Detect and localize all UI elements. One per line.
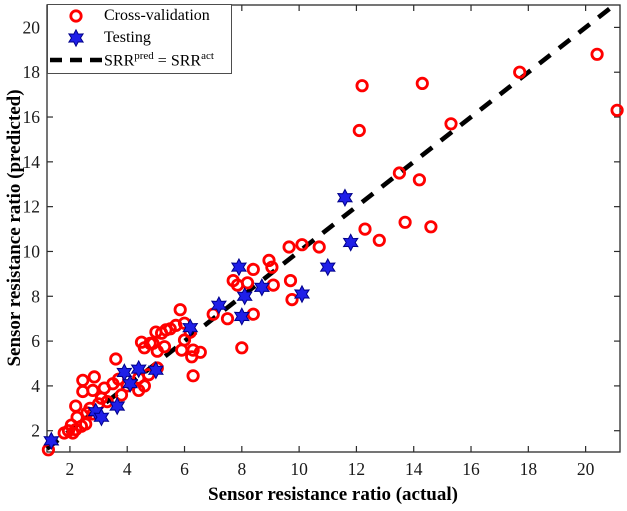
testing-point [130, 359, 147, 379]
dashed-line-icon [48, 49, 104, 71]
x-tick-label: 10 [290, 459, 308, 479]
legend-item-cross-validation: Cross-validation [48, 5, 231, 27]
cross-validation-point [175, 343, 189, 357]
y-tick-label: 8 [31, 286, 40, 306]
x-tick-label: 8 [237, 459, 246, 479]
cross-validation-point [143, 336, 157, 350]
x-tick-label: 20 [577, 459, 595, 479]
cross-validation-point [610, 103, 624, 117]
y-tick-label: 14 [23, 152, 41, 172]
cross-validation-label: Cross-validation [104, 7, 210, 24]
cross-validation-point [513, 65, 527, 79]
y-axis-label: Sensor resistance ratio (predicted) [4, 89, 25, 367]
testing-label: Testing [104, 29, 151, 46]
cross-validation-point [137, 379, 151, 393]
cross-validation-point [282, 240, 296, 254]
testing-point [336, 188, 353, 207]
testing-point [147, 360, 164, 380]
x-axis-label: Sensor resistance ratio (actual) [208, 484, 458, 505]
y-tick-label: 2 [31, 421, 40, 441]
testing-point [342, 233, 359, 252]
cross-validation-point [87, 370, 101, 384]
legend-item-identity-line: SRRpred = SRRact [48, 49, 231, 71]
testing-point [182, 318, 199, 337]
cross-validation-point [186, 369, 200, 383]
x-tick-label: 16 [462, 459, 480, 479]
cross-validation-point [157, 340, 172, 354]
y-tick-label: 6 [31, 331, 40, 351]
cross-validation-point [69, 399, 83, 413]
cross-validation-point [220, 312, 235, 326]
y-tick-label: 4 [31, 376, 40, 396]
cross-validation-point [312, 240, 326, 254]
cross-validation-point [415, 76, 429, 91]
cross-validation-point [444, 117, 458, 131]
cross-validation-point [295, 238, 309, 252]
x-tick-label: 2 [66, 459, 75, 479]
cross-validation-point [398, 215, 412, 229]
cross-validation-point [265, 260, 279, 274]
cross-validation-point [590, 47, 604, 61]
x-tick-label: 6 [180, 459, 189, 479]
testing-star-icon [48, 27, 104, 49]
testing-point [122, 374, 139, 393]
testing-point [236, 287, 253, 306]
cross-validation-point [240, 276, 255, 290]
cross-validation-point [235, 341, 249, 355]
cross-validation-point [193, 345, 207, 359]
x-tick-label: 4 [123, 459, 132, 479]
cross-validation-point [392, 166, 406, 180]
testing-point [293, 284, 311, 304]
identity-line-label: SRRpred = SRRact [104, 49, 214, 70]
cross-validation-point [134, 335, 149, 349]
cross-validation-circle-icon [48, 5, 104, 27]
cross-validation-point [412, 173, 426, 187]
testing-point [43, 431, 60, 451]
testing-point [109, 396, 126, 416]
y-tick-label: 10 [23, 241, 41, 261]
cross-validation-point [358, 222, 372, 236]
testing-point [230, 257, 247, 277]
testing-point [93, 407, 110, 427]
cross-validation-point [246, 262, 260, 276]
testing-point [253, 278, 270, 297]
cross-validation-point [173, 303, 187, 317]
cross-validation-point [283, 273, 298, 288]
cross-validation-point [262, 253, 276, 267]
cross-validation-point [372, 233, 386, 247]
y-tick-label: 20 [23, 17, 41, 37]
legend: Cross-validation Testing SRRpred = SRRac… [47, 4, 232, 74]
x-tick-label: 12 [348, 459, 366, 479]
y-tick-label: 12 [23, 197, 41, 217]
cross-validation-point [355, 79, 369, 93]
cross-validation-point [114, 388, 129, 402]
x-tick-label: 18 [520, 459, 538, 479]
y-tick-label: 18 [23, 62, 41, 82]
testing-point [319, 257, 336, 277]
cross-validation-point [352, 123, 366, 138]
y-tick-label: 16 [23, 107, 41, 127]
cross-validation-point [86, 383, 100, 397]
legend-item-testing: Testing [48, 27, 231, 49]
testing-point [233, 307, 250, 326]
testing-point [210, 295, 227, 315]
identity-line [45, 3, 616, 451]
cross-validation-point [424, 220, 438, 234]
cross-validation-point [285, 292, 299, 307]
cross-validation-point [109, 352, 123, 366]
x-tick-label: 14 [405, 459, 423, 479]
